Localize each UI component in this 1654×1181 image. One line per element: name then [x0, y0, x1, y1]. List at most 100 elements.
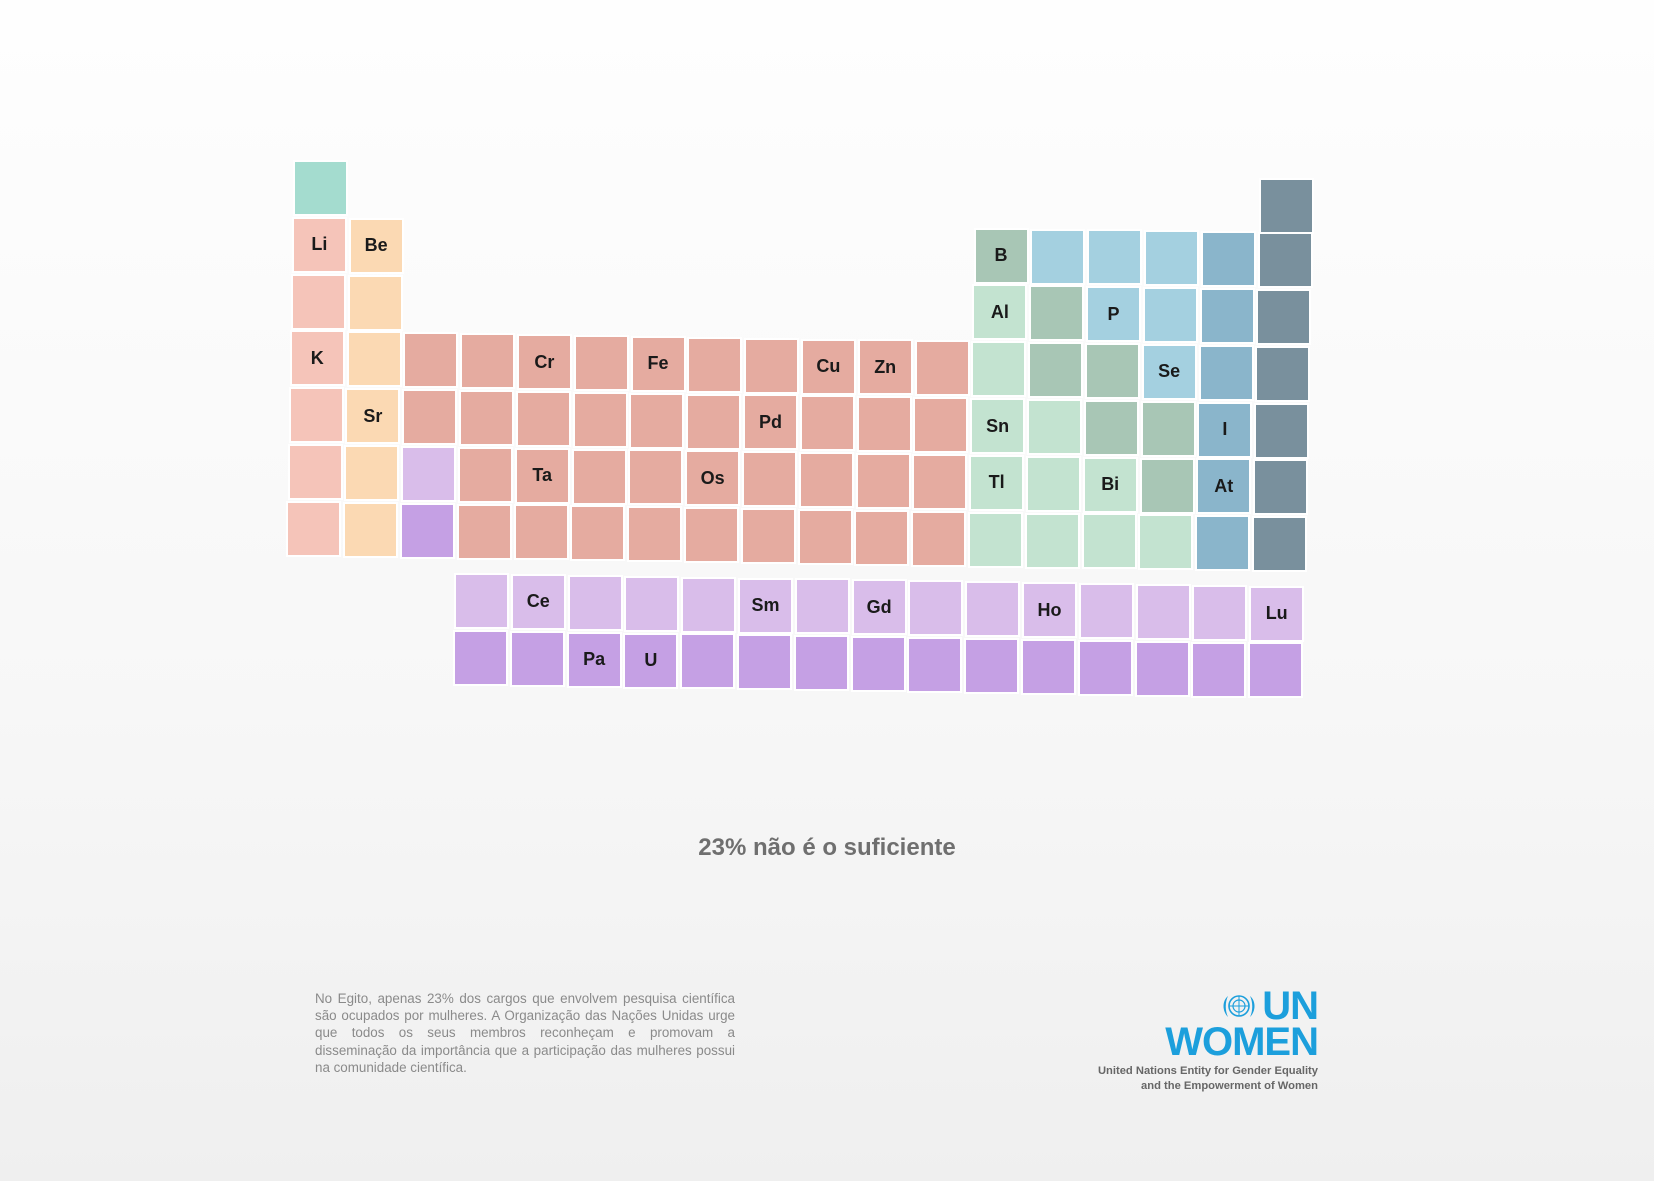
element-lu: Lu: [1251, 587, 1303, 640]
element-cr: Cr: [518, 336, 570, 388]
element-cell: [345, 503, 397, 556]
element-al: Al: [974, 286, 1026, 339]
element-cell: [458, 505, 510, 558]
element-cell: [1142, 402, 1194, 455]
actinide-cell: [455, 631, 506, 684]
element-cell: [1202, 233, 1254, 286]
element-bi: Bi: [1084, 458, 1136, 511]
element-cell: [1031, 287, 1083, 340]
element-sr: Sr: [347, 390, 399, 443]
element-at: At: [1198, 460, 1250, 513]
element-cell: [572, 507, 624, 560]
element-ho: Ho: [1024, 584, 1075, 636]
element-cell: [1256, 404, 1308, 457]
element-cu: Cu: [802, 340, 854, 393]
element-cell: [1029, 400, 1080, 453]
element-cell: [1026, 514, 1078, 567]
element-be: Be: [350, 219, 402, 272]
element-cell: [292, 275, 344, 328]
logo-tagline-2: and the Empowerment of Women: [1141, 1080, 1318, 1092]
element-cell: [1257, 347, 1309, 400]
element-cell: [349, 276, 401, 329]
element-cell: [631, 394, 683, 447]
element-cell: [1030, 344, 1082, 397]
element-cell: [688, 395, 740, 448]
element-cell: [914, 455, 966, 508]
element-cell: [348, 333, 400, 386]
actinide-cell: [1023, 640, 1074, 693]
element-cell: [517, 392, 569, 445]
element-cell: [289, 446, 341, 498]
element-cell: [1083, 515, 1135, 568]
actinide-cell: [739, 636, 790, 689]
element-cell: [629, 508, 681, 561]
element-b: B: [975, 229, 1027, 282]
element-cell: [970, 513, 1021, 566]
lanthanide-cell: [967, 583, 1019, 636]
element-zn: Zn: [859, 341, 911, 394]
element-cell: [574, 393, 626, 446]
element-cell: [403, 447, 455, 500]
element-cell: [799, 510, 851, 563]
lanthanide-cell: [626, 577, 678, 630]
element-cell: [689, 338, 741, 391]
element-p: P: [1088, 288, 1139, 341]
actinide-cell: [1136, 642, 1188, 695]
element-fe: Fe: [632, 337, 684, 390]
element-cell: [1200, 346, 1252, 399]
element-cell: [1144, 289, 1196, 342]
element-sm: Sm: [740, 579, 791, 632]
element-cell: [402, 504, 453, 557]
element-ta: Ta: [516, 449, 568, 502]
element-cell: [1032, 230, 1084, 283]
element-ce: Ce: [512, 575, 564, 628]
element-cell: [856, 511, 908, 564]
lanthanide-cell: [1194, 586, 1246, 639]
element-cell: [913, 512, 965, 565]
element-cell: [1258, 290, 1310, 343]
element-cell: [973, 343, 1025, 396]
element-tl: Tl: [971, 456, 1023, 509]
lanthanide-cell: [683, 578, 735, 631]
periodic-table: Li Be B Al P K Cr Fe Cu Zn Se Sr Pd Sn I Ta Os Tl Bi At Ce Sm…: [288, 162, 1312, 697]
logo-tagline-1: United Nations Entity for Gender Equalit…: [1097, 1065, 1318, 1077]
element-u: U: [625, 634, 677, 687]
element-cell: [515, 506, 567, 559]
lanthanide-cell: [796, 580, 848, 633]
element-cell: [1260, 180, 1312, 232]
element-cell: [459, 448, 511, 501]
element-cell: [800, 454, 852, 507]
element-cell: [1259, 234, 1311, 287]
logo-un-text: UN: [1262, 984, 1319, 1028]
element-se: Se: [1143, 345, 1195, 398]
actinide-cell: [795, 637, 847, 690]
un-emblem-icon: [1223, 995, 1255, 1017]
element-cell: [1140, 516, 1192, 569]
element-cell: [915, 399, 967, 452]
lanthanide-cell: [569, 576, 621, 629]
element-cell: [295, 162, 346, 214]
element-cell: [1255, 461, 1307, 514]
actinide-cell: [1193, 643, 1245, 696]
element-cell: [405, 334, 457, 387]
element-cell: [857, 455, 909, 507]
element-cell: [346, 446, 398, 499]
element-cell: [1254, 518, 1305, 571]
element-pd: Pd: [745, 396, 796, 449]
lanthanide-cell: [1137, 585, 1189, 638]
element-cell: [1085, 401, 1137, 454]
actinide-cell: [1079, 641, 1131, 694]
element-i: I: [1199, 403, 1251, 456]
element-cell: [916, 342, 968, 395]
element-cell: [686, 509, 737, 562]
element-cell: [288, 502, 340, 555]
actinide-cell: [852, 638, 904, 691]
element-cell: [462, 335, 514, 388]
logo-women-text: WOMEN: [1165, 1020, 1319, 1064]
actinide-cell: [966, 639, 1018, 692]
un-women-logo: UN WOMEN United Nations Entity for Gende…: [1090, 986, 1319, 1095]
element-cell: [573, 450, 625, 503]
headline: 23% não é o suficiente: [698, 834, 956, 861]
lanthanide-cell: [1080, 584, 1132, 637]
actinide-cell: [1250, 644, 1302, 697]
